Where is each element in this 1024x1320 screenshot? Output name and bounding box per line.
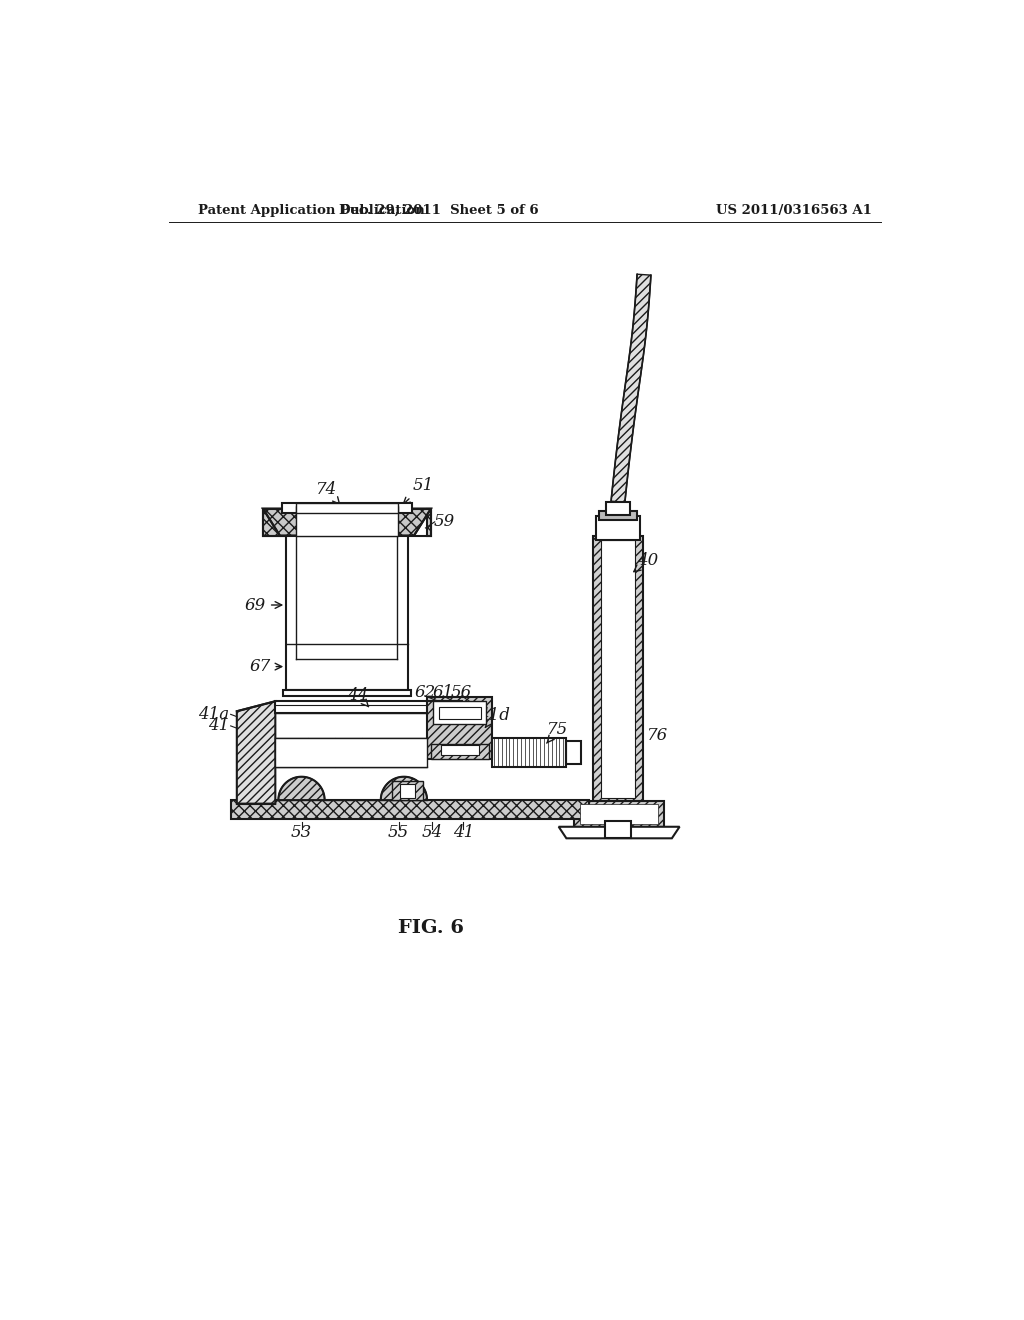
Text: 44: 44 (347, 686, 369, 706)
Text: 76: 76 (647, 727, 669, 744)
Text: 61: 61 (432, 684, 454, 701)
Polygon shape (263, 508, 431, 536)
Polygon shape (611, 275, 651, 503)
Bar (606, 502, 630, 515)
Bar (593, 536, 643, 801)
Bar (283, 690, 411, 696)
Bar (392, 780, 423, 800)
Bar (275, 738, 427, 767)
Text: US 2011/0316563 A1: US 2011/0316563 A1 (716, 205, 871, 218)
Text: 41: 41 (208, 717, 229, 734)
Text: Dec. 29, 2011  Sheet 5 of 6: Dec. 29, 2011 Sheet 5 of 6 (339, 205, 539, 218)
Bar (599, 511, 637, 520)
Bar (441, 744, 478, 755)
Bar (275, 701, 462, 713)
Text: 59: 59 (434, 513, 456, 531)
Text: 69: 69 (245, 597, 282, 614)
Bar (581, 804, 658, 825)
Bar (427, 697, 493, 759)
Text: 51: 51 (403, 477, 434, 504)
Text: 41a: 41a (198, 706, 229, 723)
Bar (283, 503, 412, 512)
Bar (296, 507, 397, 536)
Polygon shape (559, 826, 680, 838)
Polygon shape (237, 701, 275, 804)
Bar (438, 706, 481, 719)
Text: 53: 53 (291, 824, 312, 841)
Polygon shape (427, 508, 431, 536)
Bar (230, 800, 589, 818)
Bar (601, 540, 635, 797)
Text: 67: 67 (249, 659, 282, 675)
Bar (565, 741, 581, 764)
Text: 74: 74 (316, 480, 340, 504)
Bar (431, 743, 488, 759)
Bar (605, 821, 631, 838)
Bar (400, 784, 416, 797)
Bar (596, 516, 640, 540)
Text: 75: 75 (547, 721, 568, 743)
Text: FIG. 6: FIG. 6 (398, 920, 464, 937)
Bar (493, 738, 565, 767)
Bar (574, 801, 665, 826)
Text: 54: 54 (422, 824, 443, 841)
Text: 41d: 41d (478, 708, 510, 727)
Text: 55: 55 (388, 824, 410, 841)
Bar (296, 503, 397, 512)
Text: 40: 40 (634, 552, 658, 572)
Polygon shape (381, 776, 427, 800)
Polygon shape (279, 776, 325, 800)
Text: 62: 62 (414, 684, 435, 701)
Polygon shape (263, 508, 284, 536)
Bar (433, 701, 486, 725)
Text: Patent Application Publication: Patent Application Publication (199, 205, 425, 218)
Text: 56: 56 (451, 684, 472, 701)
Text: 41: 41 (453, 824, 474, 841)
